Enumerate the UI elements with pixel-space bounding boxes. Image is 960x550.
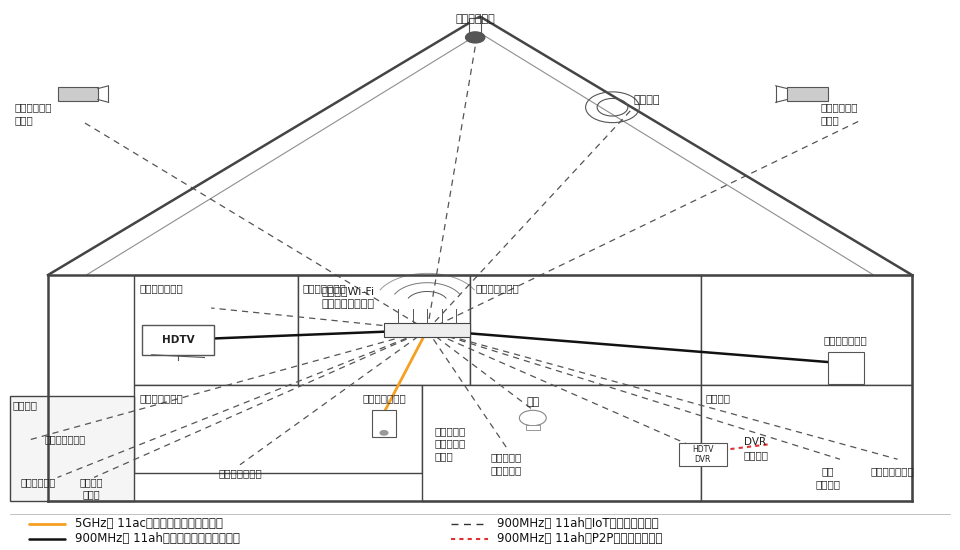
Text: ３バンドWi-Fi
アクセスポイント: ３バンドWi-Fi アクセスポイント xyxy=(322,286,374,309)
Text: 湿度
センサー: 湿度 センサー xyxy=(815,466,840,490)
Text: HDTV
DVR: HDTV DVR xyxy=(692,444,713,464)
Text: ガレージ: ガレージ xyxy=(12,400,37,410)
Text: 煙感知器: 煙感知器 xyxy=(634,95,660,105)
Bar xyxy=(787,87,828,101)
Text: ベッドルーム４: ベッドルーム４ xyxy=(139,283,183,293)
Text: HDTV: HDTV xyxy=(162,334,194,345)
Bar xyxy=(701,275,912,385)
Text: スマートフォン: スマートフォン xyxy=(362,393,406,403)
Bar xyxy=(298,275,470,385)
Text: 5GHz帯 11ac（通常のトラフィック）: 5GHz帯 11ac（通常のトラフィック） xyxy=(75,517,223,530)
Bar xyxy=(58,87,98,101)
Text: ウィンドウ
シャッター: ウィンドウ シャッター xyxy=(491,452,521,475)
Bar xyxy=(422,385,701,501)
Bar xyxy=(469,18,481,37)
Bar xyxy=(372,410,396,437)
Text: リビング／
ダイニング
ルーム: リビング／ ダイニング ルーム xyxy=(435,426,467,461)
Text: ベッドルーム３: ベッドルーム３ xyxy=(302,283,347,293)
Text: フィットネス: フィットネス xyxy=(21,477,56,487)
Bar xyxy=(828,352,864,384)
Text: 900MHz帯 11ah（通常のトラフィック）: 900MHz帯 11ah（通常のトラフィック） xyxy=(75,532,240,546)
Text: ベッドルーム２: ベッドルーム２ xyxy=(139,393,183,403)
Text: 照明: 照明 xyxy=(526,397,540,407)
Text: スプリンクラー: スプリンクラー xyxy=(871,466,915,476)
Text: 心拍数モニター: 心拍数モニター xyxy=(45,434,85,444)
Text: 主ベッドルーム: 主ベッドルーム xyxy=(475,283,519,293)
Text: 900MHz帯 11ah（IoTトラフィック）: 900MHz帯 11ah（IoTトラフィック） xyxy=(497,517,659,530)
Bar xyxy=(679,443,727,466)
Text: スマート
フォン: スマート フォン xyxy=(80,477,103,499)
Bar xyxy=(701,385,912,501)
Text: 温度センサー: 温度センサー xyxy=(455,14,495,24)
Text: 家族部屋: 家族部屋 xyxy=(706,393,731,403)
Circle shape xyxy=(380,431,388,435)
Text: DVR
リモコン: DVR リモコン xyxy=(744,437,769,460)
Bar xyxy=(134,275,298,385)
Text: セキュリティ
カメラ: セキュリティ カメラ xyxy=(14,102,52,125)
Text: 鍵なしドアノブ: 鍵なしドアノブ xyxy=(218,469,262,478)
Bar xyxy=(470,275,701,385)
Bar xyxy=(384,323,470,337)
Bar xyxy=(526,425,540,430)
Text: 900MHz帯 11ah（P2Pトラフィック）: 900MHz帯 11ah（P2Pトラフィック） xyxy=(497,532,662,546)
Text: タブレット端末: タブレット端末 xyxy=(824,336,868,345)
Bar xyxy=(10,396,134,500)
Text: セキュリティ
カメラ: セキュリティ カメラ xyxy=(821,102,858,125)
Circle shape xyxy=(466,32,485,43)
Bar xyxy=(142,324,214,355)
Bar xyxy=(134,385,422,473)
